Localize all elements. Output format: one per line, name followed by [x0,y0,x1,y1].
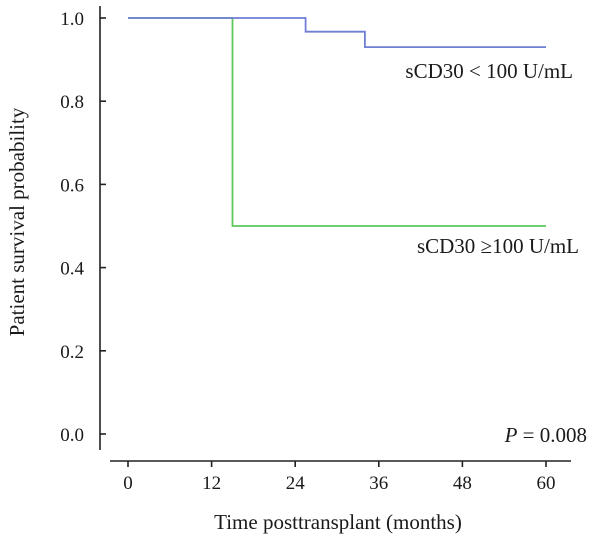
survival-curve-series-0 [128,17,546,48]
x-tick-label: 48 [453,473,472,494]
series-label-high: sCD30 ≥100 U/mL [417,234,579,258]
x-tick-label: 0 [123,473,133,494]
y-tick-label: 0.4 [60,259,84,280]
y-tick-label: 0.6 [60,175,84,196]
x-ticks: 0 12 24 36 48 60 [123,461,556,494]
x-tick-label: 36 [369,473,388,494]
y-axis-title: Patient survival probability [5,107,29,336]
y-tick-label: 1.0 [60,9,84,30]
x-tick-label: 24 [286,473,306,494]
x-tick-label: 60 [537,473,556,494]
series-layer [128,17,546,227]
p-value: = 0.008 [517,423,587,447]
axes [99,6,571,462]
x-tick-label: 12 [202,473,221,494]
y-tick-label: 0.0 [60,425,84,446]
p-value-annotation: P = 0.008 [504,423,587,447]
y-tick-label: 0.2 [60,342,84,363]
survival-curve-series-1 [128,17,546,227]
y-ticks: 0.0 0.2 0.4 0.6 0.8 1.0 [60,9,106,446]
p-symbol: P [504,423,518,447]
y-tick-label: 0.8 [60,92,84,113]
series-label-low: sCD30 < 100 U/mL [405,59,573,83]
x-axis-title: Time posttransplant (months) [214,510,462,534]
